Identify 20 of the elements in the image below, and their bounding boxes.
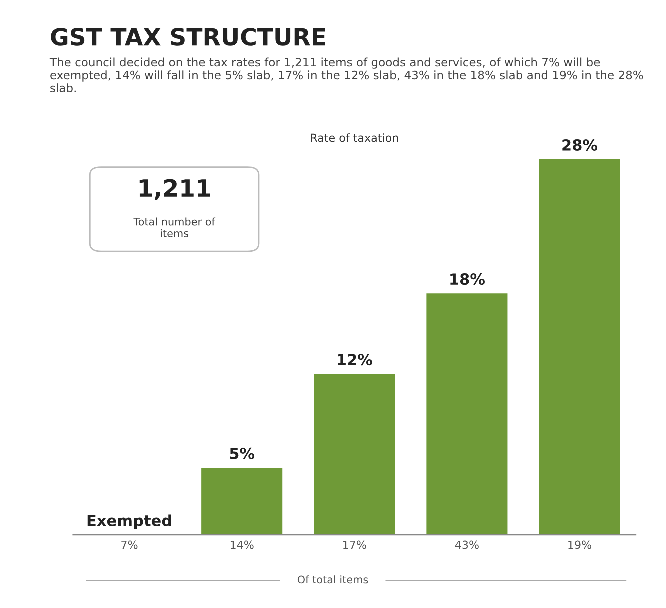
data-label: 5% [230, 448, 255, 460]
bar [426, 294, 508, 536]
x-tick-label: 19% [568, 540, 592, 550]
x-tick-label: 14% [230, 540, 254, 550]
data-label: Exempted [88, 514, 172, 530]
bar [314, 374, 396, 536]
x-tick-label: 43% [455, 540, 479, 550]
data-label: 28% [562, 139, 598, 151]
bar [202, 468, 283, 536]
data-label: 12% [338, 354, 372, 366]
annotation: 1,211 [140, 179, 210, 200]
x-tick-label: 17% [344, 540, 366, 550]
bar [539, 160, 620, 536]
chart-title: GST TAX STRUCTURE [51, 28, 326, 46]
annotation: Total number of items [134, 218, 216, 238]
x-axis-title: Of total items [298, 576, 368, 584]
chart-subtitle: The council decided on the tax rates for 1,211 items of goods and services, of which 7% will be exempted, 14% will fall in the 5% slab, 17% in the 12% slab, 43% in the 18% slab and 19% in the 28% slab. [50, 58, 644, 92]
y-axis-title: Rate of taxation [311, 134, 398, 142]
x-tick-label: 7% [122, 540, 138, 550]
data-label: 18% [450, 274, 485, 286]
